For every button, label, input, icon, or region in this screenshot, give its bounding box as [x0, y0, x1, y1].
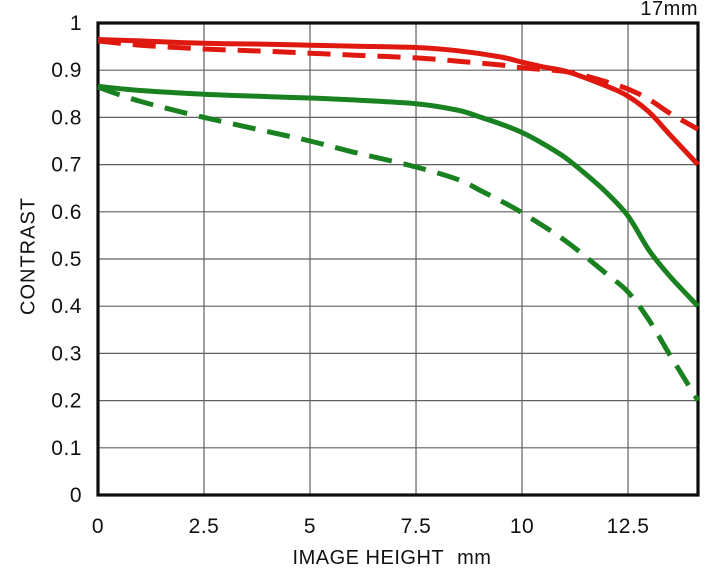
y-tick-label: 0.6	[51, 201, 82, 224]
y-tick-label: 0.2	[51, 390, 82, 413]
y-tick-label: 0	[70, 484, 82, 507]
x-axis-title: IMAGE HEIGHT mm	[293, 547, 492, 570]
chart-title: 17mm	[640, 0, 698, 20]
x-tick-label: 7.5	[401, 515, 432, 538]
y-tick-label: 0.1	[51, 437, 82, 460]
series-green-solid	[97, 83, 700, 308]
x-tick-label: 10	[510, 515, 534, 538]
y-tick-label: 0.7	[51, 154, 82, 177]
x-tick-label: 5	[304, 515, 316, 538]
y-tick-label: 0.9	[51, 59, 82, 82]
y-tick-label: 0.5	[51, 248, 82, 271]
y-tick-label: 0.3	[51, 342, 82, 365]
plot-border	[96, 21, 700, 497]
x-tick-label: 12.5	[607, 515, 650, 538]
series-red-solid	[97, 37, 700, 167]
x-tick-label: 2.5	[189, 515, 220, 538]
y-tick-label: 0.4	[51, 295, 82, 318]
x-axis-label: IMAGE HEIGHT	[292, 547, 445, 569]
y-tick-label: 0.8	[51, 106, 82, 129]
y-tick-label: 1	[70, 12, 82, 35]
x-tick-label: 0	[92, 515, 104, 538]
x-axis-unit: mm	[457, 547, 492, 569]
series-red-dashed	[97, 38, 700, 132]
series-green-dashed	[97, 84, 701, 402]
